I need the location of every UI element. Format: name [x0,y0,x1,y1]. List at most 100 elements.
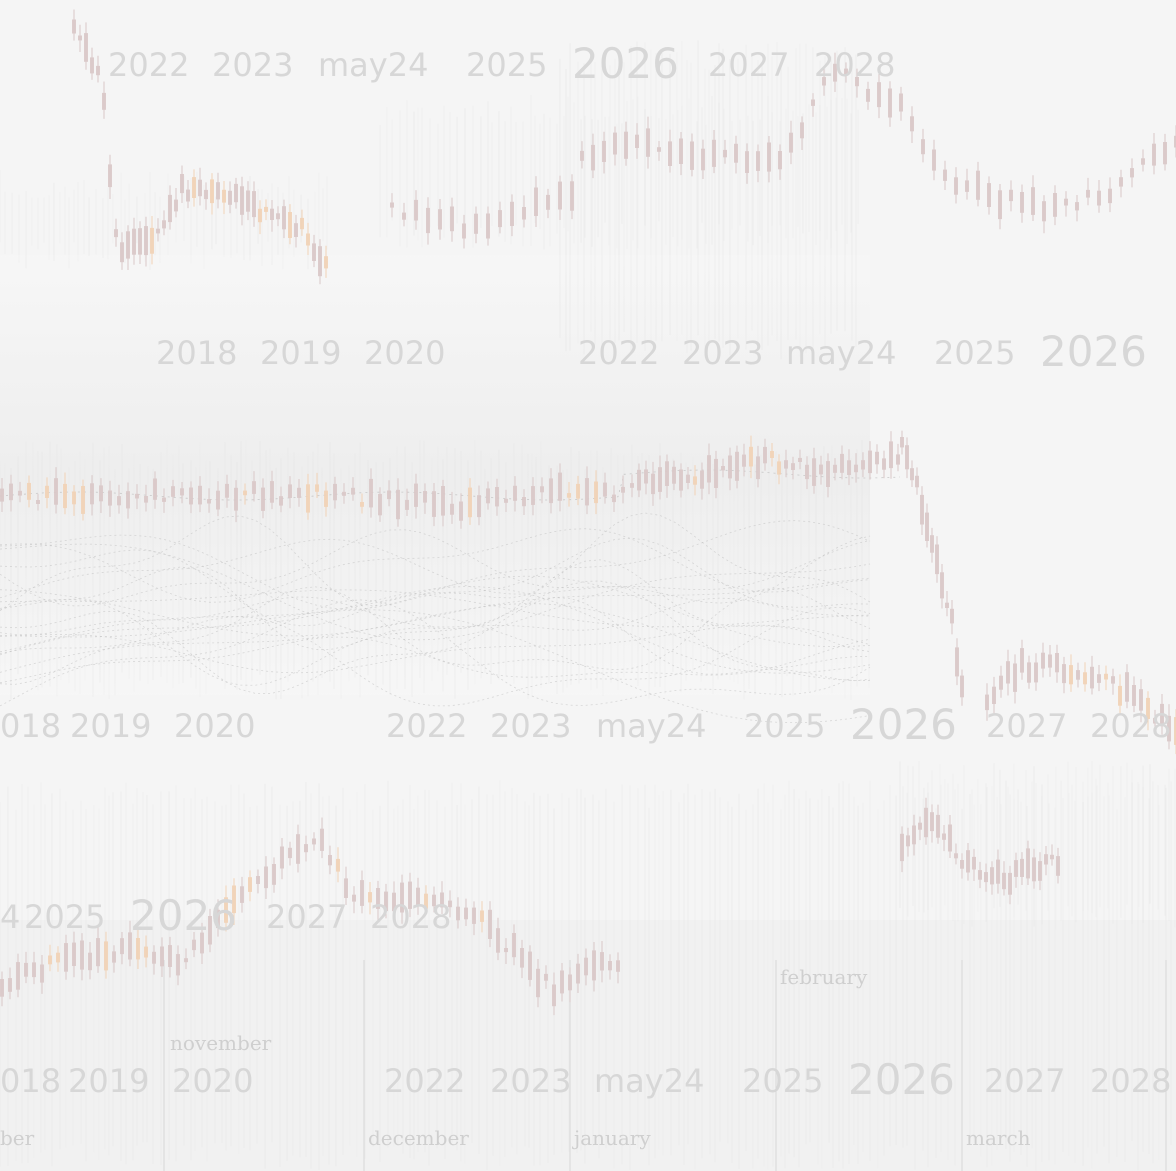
candle [402,202,406,227]
candle [108,480,112,517]
candle [567,482,571,507]
candle [232,878,236,925]
tangled-line [0,469,901,501]
candle [690,133,694,177]
candle [342,483,346,504]
year-label: 2020 [174,707,255,745]
candle [88,941,92,980]
candle [488,901,492,948]
candle [1163,133,1167,171]
candle [672,460,676,491]
year-label: 2023 [212,46,293,84]
candle [568,967,572,1003]
candle [468,478,472,525]
candle [426,197,430,245]
candle [1167,704,1171,750]
candle [114,218,118,247]
candle [294,214,298,248]
candle [728,447,732,491]
candle [504,938,508,964]
candle [440,881,444,915]
candle [396,478,400,527]
candle [320,817,324,859]
candle [135,484,139,510]
candle [847,449,851,486]
candle [1013,654,1017,704]
candle [462,214,466,249]
candle [72,9,76,41]
year-label: 2028 [1090,1062,1171,1100]
candle [613,126,617,166]
candle [576,953,580,994]
candle [1042,195,1046,234]
candle [102,81,106,119]
candle [90,47,94,80]
candle [258,200,262,235]
candle [369,468,373,518]
candle [132,217,136,265]
candle [520,939,524,979]
candle [1056,847,1060,884]
candle [591,133,595,179]
year-label: 2023 [490,1062,571,1100]
year-row-bottom: 018 2019 2020 2022 2023 may24 2025 2026 … [0,1055,1171,1104]
candle [360,493,364,514]
candle [459,493,463,529]
candle [1125,664,1129,709]
candle [324,482,328,517]
candle [360,870,364,914]
candle [950,600,954,635]
candle [966,843,970,881]
year-row-2: 2018 2019 2020 2022 2023 may24 2025 2026 [156,327,1147,376]
candle [621,475,625,504]
candle [770,443,774,467]
candle [910,460,914,487]
candle [243,483,247,505]
candle [840,445,844,480]
candle [312,234,316,268]
candle [608,954,612,980]
candle [144,216,148,267]
year-label: 2022 [384,1062,465,1100]
candle [600,941,604,983]
candle [112,945,116,973]
candle [150,215,154,265]
candle [954,167,958,204]
candle [264,199,268,221]
tangled-line [0,529,871,607]
candle [441,479,445,527]
candle [1097,180,1101,213]
candle [256,869,260,894]
candle [930,804,934,843]
candle [424,885,428,915]
candle [805,456,809,490]
tangled-line [0,589,871,628]
candle [168,185,172,230]
candle [1075,195,1079,222]
tangled-line [0,606,871,707]
candle [252,471,256,502]
candle [657,140,661,161]
year-label: 2026 [848,1055,955,1104]
candle [943,160,947,190]
candle [1174,125,1176,158]
candle [0,478,4,512]
candle [352,886,356,914]
candle [686,467,690,490]
candle [763,438,767,471]
candle [180,165,184,203]
month-labels: november february ber december january m… [0,965,1031,1150]
candle [138,221,142,265]
candle [925,503,929,548]
candle [438,198,442,240]
year-label: 2028 [370,898,451,936]
candle [486,481,490,510]
candle [1119,169,1123,198]
candle [819,455,823,485]
candle [612,485,616,512]
tangled-line [0,624,871,674]
candle [96,926,100,973]
candle [1002,861,1006,896]
candle [948,814,952,858]
